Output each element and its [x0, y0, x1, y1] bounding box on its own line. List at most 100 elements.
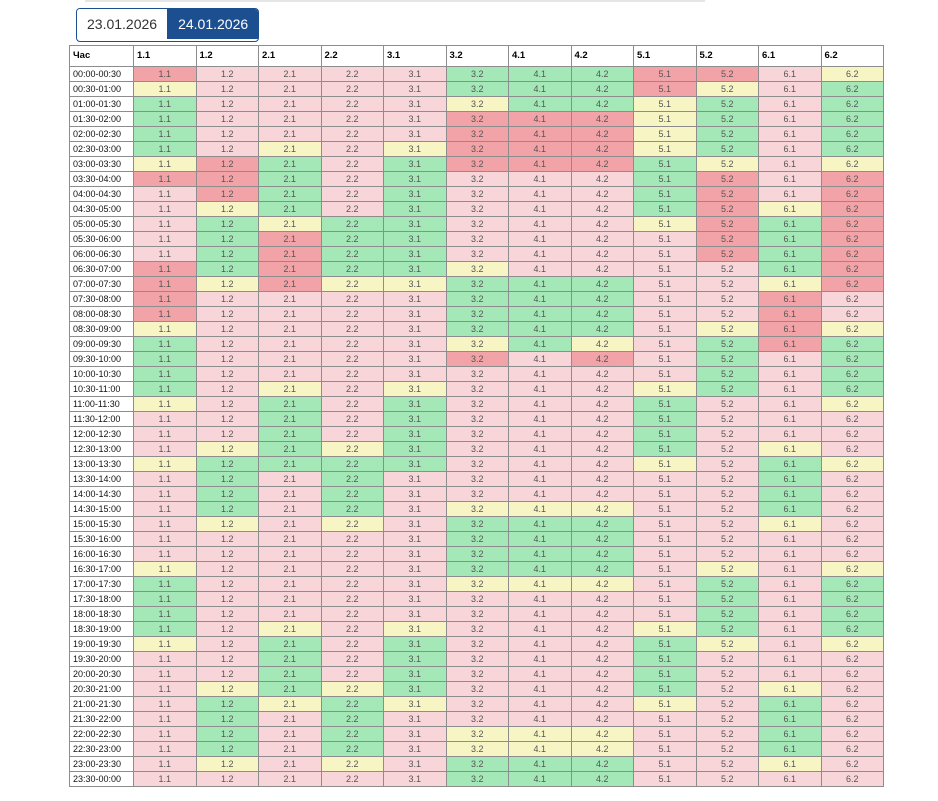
group-status-cell: 6.1	[758, 156, 822, 172]
group-status-cell: 6.1	[758, 186, 822, 202]
group-status-cell: 3.2	[445, 351, 509, 367]
group-status-cell: 1.2	[195, 771, 259, 787]
group-status-cell: 1.2	[195, 336, 259, 352]
group-status-cell: 4.2	[570, 741, 634, 757]
group-column-header: 2.2	[320, 45, 384, 67]
group-status-cell: 3.1	[383, 771, 447, 787]
group-status-cell: 5.2	[695, 381, 759, 397]
table-row: 07:00-07:30 1.1 1.2 2.1 2.2 3.1 3.2 4.1 4.2 5.1 5.…	[69, 276, 884, 292]
group-status-cell: 4.2	[570, 576, 634, 592]
group-status-cell: 5.2	[695, 771, 759, 787]
table-row: 01:00-01:30 1.1 1.2 2.1 2.2 3.1 3.2 4.1 4.2 5.1 5.…	[69, 96, 884, 112]
group-status-cell: 5.2	[695, 276, 759, 292]
group-status-cell: 4.2	[570, 456, 634, 472]
group-status-cell: 4.2	[570, 681, 634, 697]
group-status-cell: 6.2	[820, 636, 884, 652]
group-status-cell: 3.1	[383, 561, 447, 577]
group-status-cell: 5.2	[695, 306, 759, 322]
table-row: 02:30-03:00 1.1 1.2 2.1 2.2 3.1 3.2 4.1 4.2 5.1 5.…	[69, 141, 884, 157]
time-slot-cell: 18:00-18:30	[69, 606, 134, 622]
time-slot-cell: 12:30-13:00	[69, 441, 134, 457]
group-status-cell: 4.1	[508, 261, 572, 277]
group-status-cell: 3.2	[445, 81, 509, 97]
group-status-cell: 3.2	[445, 216, 509, 232]
group-status-cell: 2.1	[258, 471, 322, 487]
group-status-cell: 5.2	[695, 561, 759, 577]
group-column-header: 6.1	[758, 45, 822, 67]
group-status-cell: 4.1	[508, 456, 572, 472]
group-status-cell: 4.1	[508, 321, 572, 337]
group-column-header: 3.1	[383, 45, 447, 67]
group-status-cell: 4.1	[508, 576, 572, 592]
group-status-cell: 3.1	[383, 756, 447, 772]
group-status-cell: 5.1	[633, 756, 697, 772]
group-status-cell: 3.2	[445, 756, 509, 772]
group-status-cell: 4.2	[570, 216, 634, 232]
group-status-cell: 2.1	[258, 426, 322, 442]
group-status-cell: 5.2	[695, 726, 759, 742]
group-status-cell: 6.2	[820, 171, 884, 187]
group-status-cell: 4.1	[508, 636, 572, 652]
group-status-cell: 2.2	[320, 171, 384, 187]
group-status-cell: 4.1	[508, 771, 572, 787]
group-status-cell: 1.1	[133, 606, 197, 622]
group-status-cell: 3.1	[383, 396, 447, 412]
time-slot-cell: 05:30-06:00	[69, 231, 134, 247]
group-status-cell: 3.2	[445, 126, 509, 142]
group-status-cell: 4.1	[508, 216, 572, 232]
group-status-cell: 6.2	[820, 216, 884, 232]
group-status-cell: 3.1	[383, 126, 447, 142]
time-slot-cell: 12:00-12:30	[69, 426, 134, 442]
group-status-cell: 3.1	[383, 306, 447, 322]
group-status-cell: 3.2	[445, 261, 509, 277]
group-status-cell: 5.2	[695, 246, 759, 262]
group-status-cell: 6.1	[758, 546, 822, 562]
group-status-cell: 4.1	[508, 111, 572, 127]
group-status-cell: 3.1	[383, 666, 447, 682]
group-status-cell: 6.1	[758, 486, 822, 502]
group-status-cell: 2.2	[320, 366, 384, 382]
group-status-cell: 2.2	[320, 396, 384, 412]
group-status-cell: 1.2	[195, 531, 259, 547]
group-status-cell: 4.1	[508, 366, 572, 382]
group-column-header: 1.1	[133, 45, 197, 67]
group-status-cell: 6.2	[820, 561, 884, 577]
group-status-cell: 5.2	[695, 171, 759, 187]
group-status-cell: 2.2	[320, 726, 384, 742]
group-status-cell: 1.1	[133, 696, 197, 712]
group-status-cell: 5.2	[695, 336, 759, 352]
group-status-cell: 4.2	[570, 471, 634, 487]
group-status-cell: 6.1	[758, 171, 822, 187]
tab-date-24-01-2026[interactable]: 24.01.2026	[167, 9, 259, 39]
table-row: 13:30-14:00 1.1 1.2 2.1 2.2 3.1 3.2 4.1 4.2 5.1 5.…	[69, 471, 884, 487]
group-status-cell: 1.2	[195, 366, 259, 382]
group-status-cell: 6.2	[820, 426, 884, 442]
time-slot-cell: 03:30-04:00	[69, 171, 134, 187]
group-status-cell: 5.2	[695, 711, 759, 727]
group-status-cell: 1.2	[195, 756, 259, 772]
group-status-cell: 6.1	[758, 291, 822, 307]
group-status-cell: 1.1	[133, 561, 197, 577]
group-status-cell: 1.1	[133, 486, 197, 502]
table-row: 10:00-10:30 1.1 1.2 2.1 2.2 3.1 3.2 4.1 4.2 5.1 5.…	[69, 366, 884, 382]
group-status-cell: 2.1	[258, 396, 322, 412]
table-row: 12:00-12:30 1.1 1.2 2.1 2.2 3.1 3.2 4.1 4.2 5.1 5.…	[69, 426, 884, 442]
tab-date-23-01-2026[interactable]: 23.01.2026	[77, 9, 168, 39]
group-status-cell: 2.2	[320, 636, 384, 652]
group-status-cell: 2.2	[320, 696, 384, 712]
group-status-cell: 1.2	[195, 111, 259, 127]
table-row: 14:00-14:30 1.1 1.2 2.1 2.2 3.1 3.2 4.1 4.2 5.1 5.…	[69, 486, 884, 502]
group-status-cell: 1.1	[133, 291, 197, 307]
group-status-cell: 1.1	[133, 66, 197, 82]
group-status-cell: 4.2	[570, 726, 634, 742]
group-status-cell: 1.2	[195, 216, 259, 232]
group-status-cell: 6.2	[820, 516, 884, 532]
group-status-cell: 4.1	[508, 246, 572, 262]
group-status-cell: 2.2	[320, 621, 384, 637]
time-slot-cell: 00:00-00:30	[69, 66, 134, 82]
group-status-cell: 2.2	[320, 456, 384, 472]
table-row: 21:30-22:00 1.1 1.2 2.1 2.2 3.1 3.2 4.1 4.2 5.1 5.…	[69, 711, 884, 727]
group-status-cell: 1.1	[133, 306, 197, 322]
group-status-cell: 2.2	[320, 546, 384, 562]
group-status-cell: 2.2	[320, 231, 384, 247]
